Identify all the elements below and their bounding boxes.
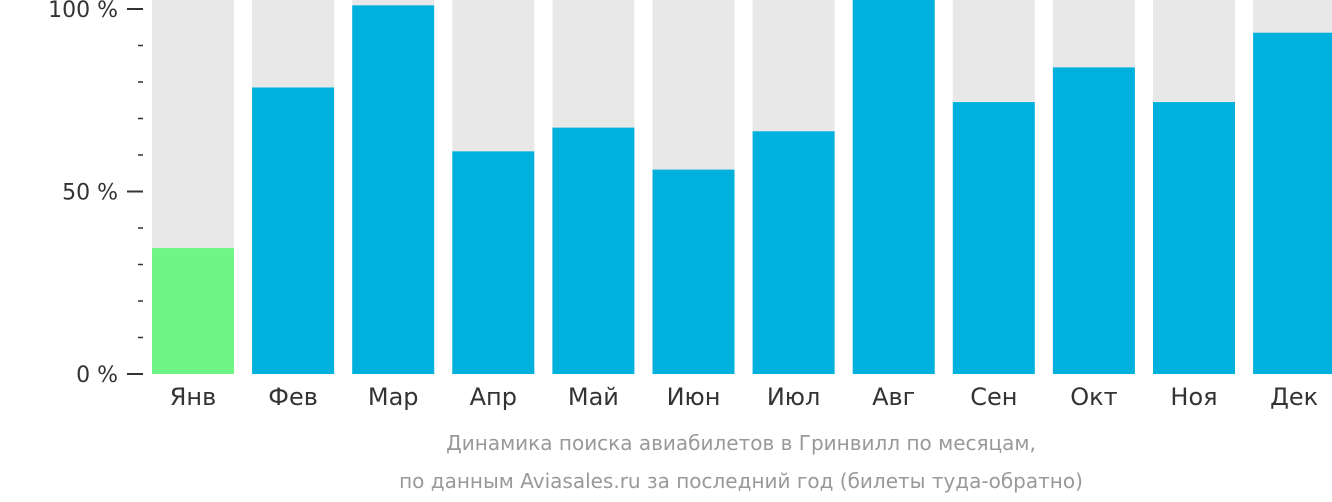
bar-5 — [552, 127, 635, 374]
x-tick-label: Мар — [368, 383, 419, 411]
bar-12 — [1253, 32, 1332, 374]
bar-10 — [1052, 67, 1135, 375]
x-tick-label: Янв — [170, 383, 217, 411]
bar-11 — [1153, 102, 1235, 374]
x-tick-label: Май — [568, 383, 619, 411]
caption-line-2: по данным Aviasales.ru за последний год … — [399, 469, 1083, 493]
bar-6 — [652, 169, 735, 374]
x-tick-label: Окт — [1070, 383, 1117, 411]
caption-line-1: Динамика поиска авиабилетов в Гринвилл п… — [446, 431, 1036, 455]
y-tick-label: 100 % — [48, 0, 118, 23]
bar-3 — [352, 5, 435, 374]
bar-1 — [152, 248, 234, 374]
chart-caption: Динамика поиска авиабилетов в Гринвилл п… — [399, 431, 1083, 493]
bars — [152, 0, 1332, 375]
bar-9 — [952, 102, 1035, 374]
bar-2 — [252, 87, 335, 374]
x-tick-label: Июл — [767, 383, 821, 411]
y-axis: 0 % 50 % 100 % — [48, 0, 143, 388]
x-tick-label: Ноя — [1170, 383, 1217, 411]
x-tick-label: Апр — [470, 383, 517, 411]
x-tick-label: Июн — [667, 383, 721, 411]
y-tick-label: 50 % — [62, 181, 118, 206]
x-tick-label: Сен — [970, 383, 1017, 411]
bar-8 — [852, 0, 935, 374]
bar-7 — [752, 131, 835, 374]
x-axis-labels: Янв Фев Мар Апр Май Июн Июл Авг Сен Окт Ноя Дек — [170, 383, 1318, 411]
x-tick-label: Фев — [268, 383, 318, 411]
y-tick-label: 0 % — [76, 363, 118, 388]
x-tick-label: Дек — [1270, 383, 1318, 411]
bar-4 — [452, 151, 535, 374]
x-tick-label: Авг — [872, 383, 915, 411]
